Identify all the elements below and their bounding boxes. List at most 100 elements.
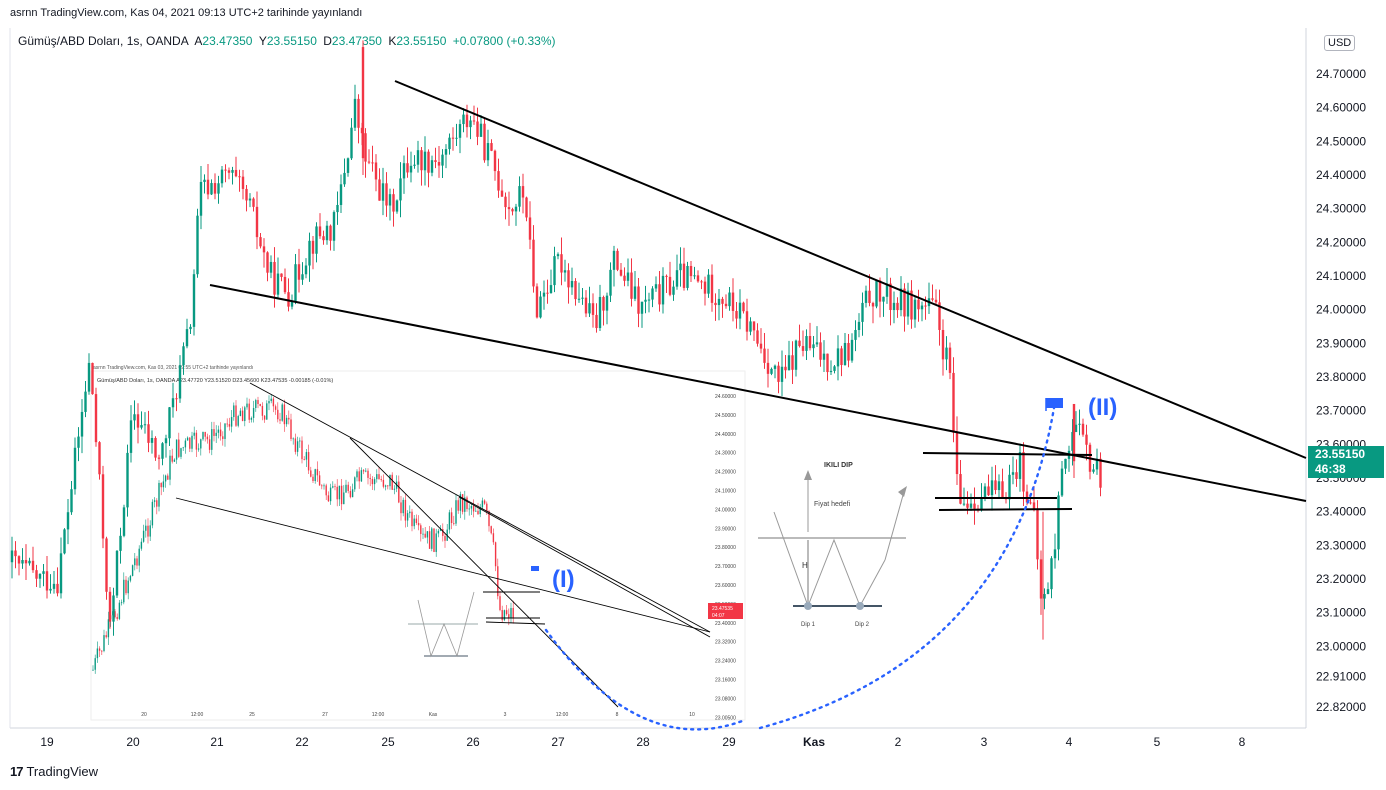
candle-body (847, 342, 850, 361)
candle-body (959, 474, 962, 504)
candle-body (210, 183, 213, 195)
change-value: +0.07800 (+0.33%) (452, 34, 556, 48)
candle-body (455, 137, 458, 139)
inset-x-tick: 12:00 (372, 712, 385, 718)
candle-body (241, 176, 245, 189)
candle-body (490, 143, 493, 151)
inset-candle-body (162, 481, 165, 488)
inset-candle-body (312, 476, 314, 481)
candle-body (850, 339, 854, 361)
candle-body (238, 176, 241, 178)
diagram-dip1-marker (804, 602, 812, 610)
time-axis[interactable]: 19 20 21 22 25 26 27 28 29 Kas 2 3 4 5 8 (40, 735, 1245, 749)
candle-body (1032, 502, 1036, 510)
inset-candle-body (307, 452, 310, 471)
candle-body (836, 348, 840, 367)
diagram-target-label: Fiyat hedefi (814, 501, 851, 508)
candle-body (518, 186, 521, 207)
candle-body (129, 420, 133, 453)
candle-body (997, 481, 1001, 491)
candle-body (532, 239, 535, 287)
candle-body (402, 163, 406, 179)
candle-body (339, 184, 343, 205)
candle-body (626, 272, 630, 281)
inset-candle-body (149, 525, 151, 537)
inset-candle-body (380, 479, 382, 480)
inset-candle-body (136, 558, 138, 566)
candle-body (980, 497, 983, 511)
candle-body (413, 164, 416, 166)
candle-body (262, 246, 266, 253)
inset-candle-body (118, 602, 121, 619)
candle-body (451, 137, 455, 139)
price-axis[interactable]: 24.70000 24.60000 24.50000 24.40000 24.30000… (1316, 67, 1366, 714)
candle-body (311, 240, 315, 254)
inset-candle-body (417, 522, 420, 526)
diagram-height-label: H (802, 561, 808, 570)
inset-candle-body (310, 470, 312, 477)
inset-candle-body (349, 490, 352, 498)
inset-candle-body (512, 607, 514, 618)
candle-body (441, 154, 444, 166)
inset-candle-body (257, 400, 259, 405)
inset-candle-body (230, 417, 233, 427)
inset-candle-body (393, 488, 396, 490)
low-label: D (323, 34, 332, 48)
inset-candle-body (365, 470, 367, 472)
candle-body (213, 183, 217, 194)
candle-body (647, 299, 651, 301)
candle-body (1099, 458, 1102, 488)
candle-body (682, 263, 686, 288)
close-label: K (388, 34, 397, 48)
diagram-dip2-marker (856, 602, 864, 610)
candle-body (59, 553, 63, 594)
y-tick-label: 24.50000 (1316, 134, 1366, 148)
inset-candle-body (382, 479, 385, 487)
inset-candle-body (466, 497, 468, 510)
inset-candle-body (360, 470, 363, 482)
inset-chart: asrnn TradingView.com, Kas 03, 2021 09:5… (90, 365, 747, 731)
diagram-arrowhead-up (804, 470, 812, 480)
currency-badge[interactable]: USD (1324, 35, 1356, 51)
candle-body (448, 137, 451, 150)
inset-candle-body (197, 448, 200, 450)
inset-x-tick: 12:00 (191, 712, 204, 718)
trendline (922, 452, 1093, 456)
inset-x-tick: 10 (689, 712, 695, 718)
candle-body (945, 347, 948, 360)
inset-price-tag-time: 04:07 (712, 613, 725, 619)
candle-body (304, 265, 308, 275)
inset-candle-body (316, 469, 319, 476)
candle-body (528, 217, 532, 240)
candle-body (469, 120, 472, 128)
candle-body (563, 270, 567, 273)
inset-candle-body (114, 611, 116, 618)
inset-candle-body (274, 406, 277, 410)
inset-candle-body (461, 494, 464, 512)
candle-body (290, 300, 294, 307)
candle-body (630, 272, 633, 299)
inset-candle-body (182, 447, 184, 449)
candle-body (920, 305, 924, 310)
inset-candle-body (340, 485, 343, 505)
brand-footer[interactable]: 17 TradingView (10, 764, 98, 779)
inset-candle-body (345, 484, 347, 493)
inset-candle-body (96, 648, 99, 659)
candle-body (791, 355, 794, 370)
candle-body (854, 330, 857, 340)
candle-body (248, 198, 252, 201)
candle-body (437, 162, 441, 166)
inset-candle-body (334, 486, 336, 488)
inset-x-tick: 27 (322, 712, 328, 718)
candle-body (721, 298, 724, 304)
inset-y-tick: 23.24000 (715, 659, 736, 665)
symbol-name[interactable]: Gümüş/ABD Doları, 1s, OANDA (18, 34, 189, 48)
open-value: 23.47350 (202, 34, 253, 48)
candle-body (14, 550, 17, 557)
candle-body (717, 298, 721, 306)
candle-body (994, 480, 997, 491)
y-tick-label: 23.00000 (1316, 639, 1366, 653)
candle-body (885, 283, 889, 297)
candle-body (787, 355, 791, 371)
